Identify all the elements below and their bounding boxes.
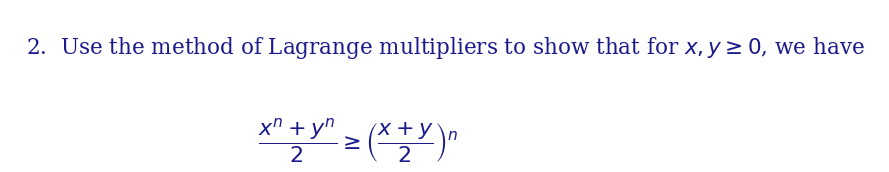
Text: $\dfrac{x^n + y^n}{2} \geq \left(\dfrac{x+y}{2}\right)^n$: $\dfrac{x^n + y^n}{2} \geq \left(\dfrac{… xyxy=(258,116,458,165)
Text: 2.  Use the method of Lagrange multipliers to show that for $x, y \geq 0$, we ha: 2. Use the method of Lagrange multiplier… xyxy=(27,35,865,61)
